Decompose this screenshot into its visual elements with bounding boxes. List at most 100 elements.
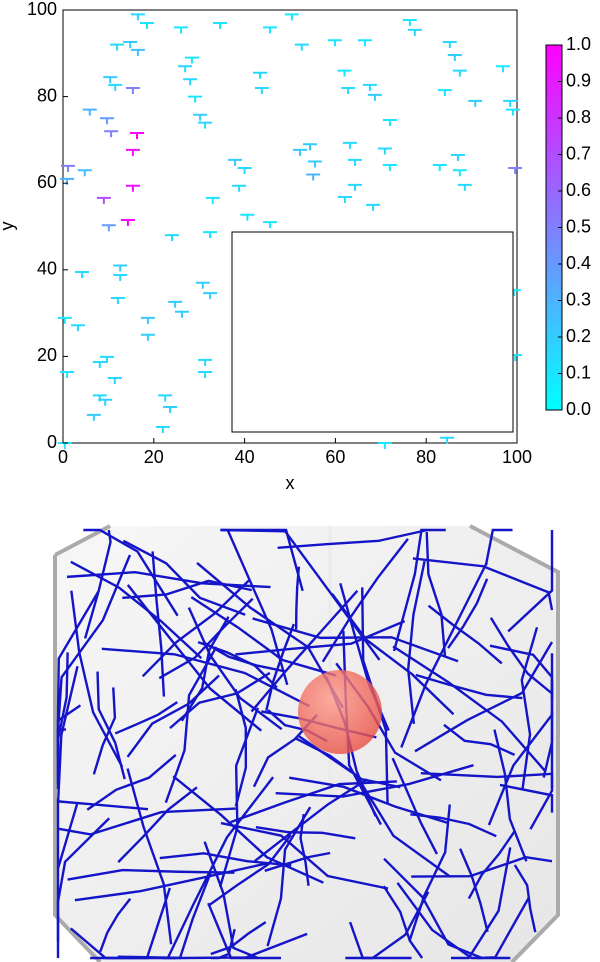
fiber: [117, 786, 198, 863]
box-outline: [469, 524, 560, 962]
marker: [253, 71, 268, 79]
marker: [96, 196, 111, 204]
fiber: [513, 864, 537, 933]
fiber: [83, 528, 179, 617]
fiber: [56, 665, 79, 869]
sphere: [298, 670, 382, 754]
fiber: [126, 768, 173, 945]
marker: [495, 65, 510, 73]
fiber: [250, 590, 359, 713]
marker: [174, 310, 189, 318]
fiber: [66, 570, 271, 589]
marker: [125, 184, 140, 192]
marker: [60, 177, 75, 185]
marker: [198, 121, 213, 129]
marker: [377, 442, 392, 449]
marker: [407, 28, 422, 36]
marker: [113, 264, 128, 272]
marker: [140, 333, 155, 341]
marker: [198, 370, 213, 378]
fiber: [392, 528, 446, 652]
fiber: [299, 813, 310, 886]
fiber: [122, 579, 252, 600]
fiber: [489, 617, 553, 695]
marker: [294, 43, 309, 51]
fiber: [56, 590, 100, 790]
fiber: [264, 851, 331, 872]
marker: [357, 39, 372, 47]
marker: [468, 99, 483, 107]
x-tick-label: 20: [144, 447, 164, 467]
marker: [130, 48, 145, 56]
fiber: [507, 530, 554, 633]
fiber: [56, 554, 132, 731]
fiber: [164, 646, 218, 804]
fiber: [415, 673, 523, 700]
marker: [123, 41, 138, 49]
marker: [302, 143, 317, 151]
fiber: [253, 778, 368, 863]
marker: [402, 18, 417, 26]
marker: [98, 398, 113, 406]
fiber: [203, 841, 259, 960]
marker: [108, 83, 123, 91]
fiber: [499, 783, 554, 813]
fiber: [86, 754, 177, 811]
marker: [337, 69, 352, 77]
fiber: [67, 868, 235, 881]
marker: [447, 54, 462, 62]
marker: [292, 148, 307, 156]
fiber: [56, 799, 149, 811]
y-tick-label: 0: [47, 432, 57, 452]
marker: [503, 99, 518, 107]
fiber: [348, 921, 412, 960]
fiber: [289, 776, 449, 825]
marker: [100, 355, 115, 363]
marker: [82, 108, 97, 116]
marker: [342, 141, 357, 149]
fiber: [345, 891, 430, 960]
x-tick-label: 40: [235, 447, 255, 467]
marker: [101, 224, 116, 232]
fiber: [101, 647, 310, 708]
fiber: [122, 539, 246, 616]
marker: [107, 377, 122, 385]
y-tick-label: 40: [37, 259, 57, 279]
marker: [307, 160, 322, 168]
fiber: [443, 723, 516, 756]
marker: [437, 89, 452, 97]
fiber: [114, 701, 178, 735]
fiber: [70, 560, 203, 660]
fiber: [297, 735, 452, 878]
fiber: [172, 775, 324, 884]
marker: [508, 167, 523, 175]
colorbar-tick-label: 0.8: [566, 107, 591, 127]
fiber: [265, 623, 295, 712]
marker: [77, 169, 92, 177]
marker: [284, 13, 299, 21]
y-tick-label: 20: [37, 345, 57, 365]
marker: [86, 413, 101, 421]
colorbar-tick-label: 0.1: [566, 362, 591, 382]
fiber: [96, 671, 126, 780]
marker: [183, 78, 198, 86]
fiber: [484, 528, 513, 566]
marker: [103, 76, 118, 84]
marker: [362, 83, 377, 91]
marker: [57, 316, 72, 324]
x-tick-label: 0: [58, 447, 68, 467]
fiber: [425, 532, 447, 657]
colorbar-tick-label: 0.3: [566, 289, 591, 309]
fiber: [234, 689, 248, 807]
fiber: [408, 804, 451, 942]
3d-render: [53, 524, 560, 962]
fiber: [169, 671, 271, 730]
marker: [432, 164, 447, 172]
marker: [263, 26, 278, 34]
marker: [155, 425, 170, 433]
y-axis-label: y: [0, 222, 17, 231]
marker: [60, 370, 75, 378]
fiber: [447, 578, 489, 649]
marker: [140, 316, 155, 324]
